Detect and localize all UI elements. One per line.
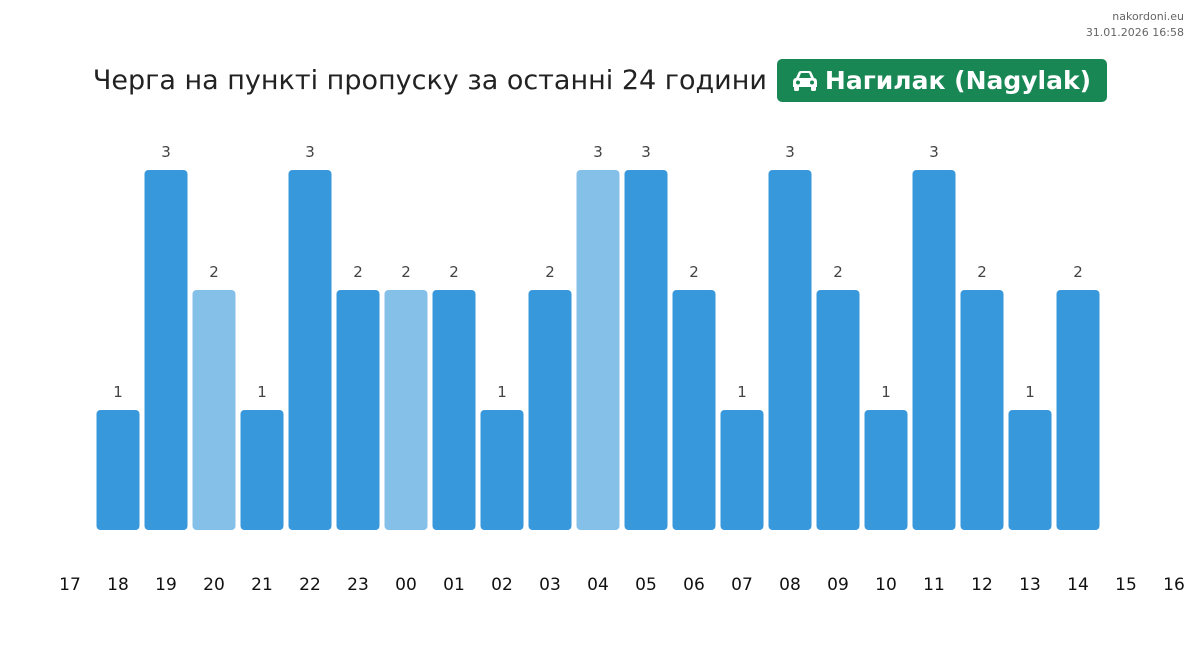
bar-21 — [240, 410, 284, 530]
x-tick-label-06: 06 — [683, 575, 705, 595]
value-label-14: 2 — [1073, 263, 1083, 281]
x-tick-label-04: 04 — [587, 575, 609, 595]
x-tick-label-09: 09 — [827, 575, 849, 595]
value-label-00: 2 — [401, 263, 411, 281]
value-label-04: 3 — [593, 143, 603, 161]
chart-title: Черга на пункті пропуску за останні 24 г… — [92, 65, 767, 96]
bar-09 — [816, 290, 860, 530]
value-label-22: 3 — [305, 143, 315, 161]
checkpoint-name: Нагилак (Nagylak) — [824, 66, 1092, 95]
x-tick-label-10: 10 — [875, 575, 897, 595]
x-tick-label-07: 07 — [731, 575, 753, 595]
bar-14 — [1056, 290, 1100, 530]
x-tick-label-11: 11 — [923, 575, 945, 595]
value-label-12: 2 — [977, 263, 987, 281]
bar-22 — [288, 170, 332, 530]
site-name: nakordoni.eu — [1112, 10, 1184, 23]
value-label-19: 3 — [161, 143, 171, 161]
value-label-13: 1 — [1025, 383, 1035, 401]
bar-06 — [672, 290, 716, 530]
value-label-21: 1 — [257, 383, 267, 401]
bar-20 — [192, 290, 236, 530]
value-label-10: 1 — [881, 383, 891, 401]
bar-18 — [96, 410, 140, 530]
x-tick-label-02: 02 — [491, 575, 513, 595]
bar-02 — [480, 410, 524, 530]
value-label-09: 2 — [833, 263, 843, 281]
value-label-20: 2 — [209, 263, 219, 281]
watermark: nakordoni.eu 31.01.2026 16:58 — [1086, 9, 1184, 41]
x-tick-label-23: 23 — [347, 575, 369, 595]
x-tick-label-20: 20 — [203, 575, 225, 595]
x-tick-label-18: 18 — [107, 575, 129, 595]
bar-10 — [864, 410, 908, 530]
bar-23 — [336, 290, 380, 530]
bar-01 — [432, 290, 476, 530]
bar-04 — [576, 170, 620, 530]
value-label-23: 2 — [353, 263, 363, 281]
x-tick-label-00: 00 — [395, 575, 417, 595]
checkpoint-badge: Нагилак (Nagylak) — [776, 59, 1108, 102]
value-label-02: 1 — [497, 383, 507, 401]
bar-05 — [624, 170, 668, 530]
bar-07 — [720, 410, 764, 530]
value-label-18: 1 — [113, 383, 123, 401]
x-tick-label-15: 15 — [1115, 575, 1137, 595]
x-tick-label-17: 17 — [59, 575, 81, 595]
bar-12 — [960, 290, 1004, 530]
value-label-01: 2 — [449, 263, 459, 281]
value-label-03: 2 — [545, 263, 555, 281]
bar-03 — [528, 290, 572, 530]
x-tick-label-01: 01 — [443, 575, 465, 595]
bar-11 — [912, 170, 956, 530]
x-tick-label-12: 12 — [971, 575, 993, 595]
x-tick-label-19: 19 — [155, 575, 177, 595]
value-label-05: 3 — [641, 143, 651, 161]
x-tick-label-22: 22 — [299, 575, 321, 595]
x-tick-label-08: 08 — [779, 575, 801, 595]
bar-19 — [144, 170, 188, 530]
bar-00 — [384, 290, 428, 530]
bar-08 — [768, 170, 812, 530]
x-tick-label-16: 16 — [1163, 575, 1185, 595]
value-label-06: 2 — [689, 263, 699, 281]
value-label-07: 1 — [737, 383, 747, 401]
x-tick-label-14: 14 — [1067, 575, 1089, 595]
chart-header: Черга на пункті пропуску за останні 24 г… — [0, 59, 1200, 102]
timestamp: 31.01.2026 16:58 — [1085, 26, 1184, 39]
value-label-11: 3 — [929, 143, 939, 161]
x-tick-label-05: 05 — [635, 575, 657, 595]
bar-13 — [1008, 410, 1052, 530]
value-label-08: 3 — [785, 143, 795, 161]
x-tick-label-03: 03 — [539, 575, 561, 595]
car-icon — [791, 69, 819, 93]
x-tick-label-13: 13 — [1019, 575, 1041, 595]
x-tick-label-21: 21 — [251, 575, 273, 595]
